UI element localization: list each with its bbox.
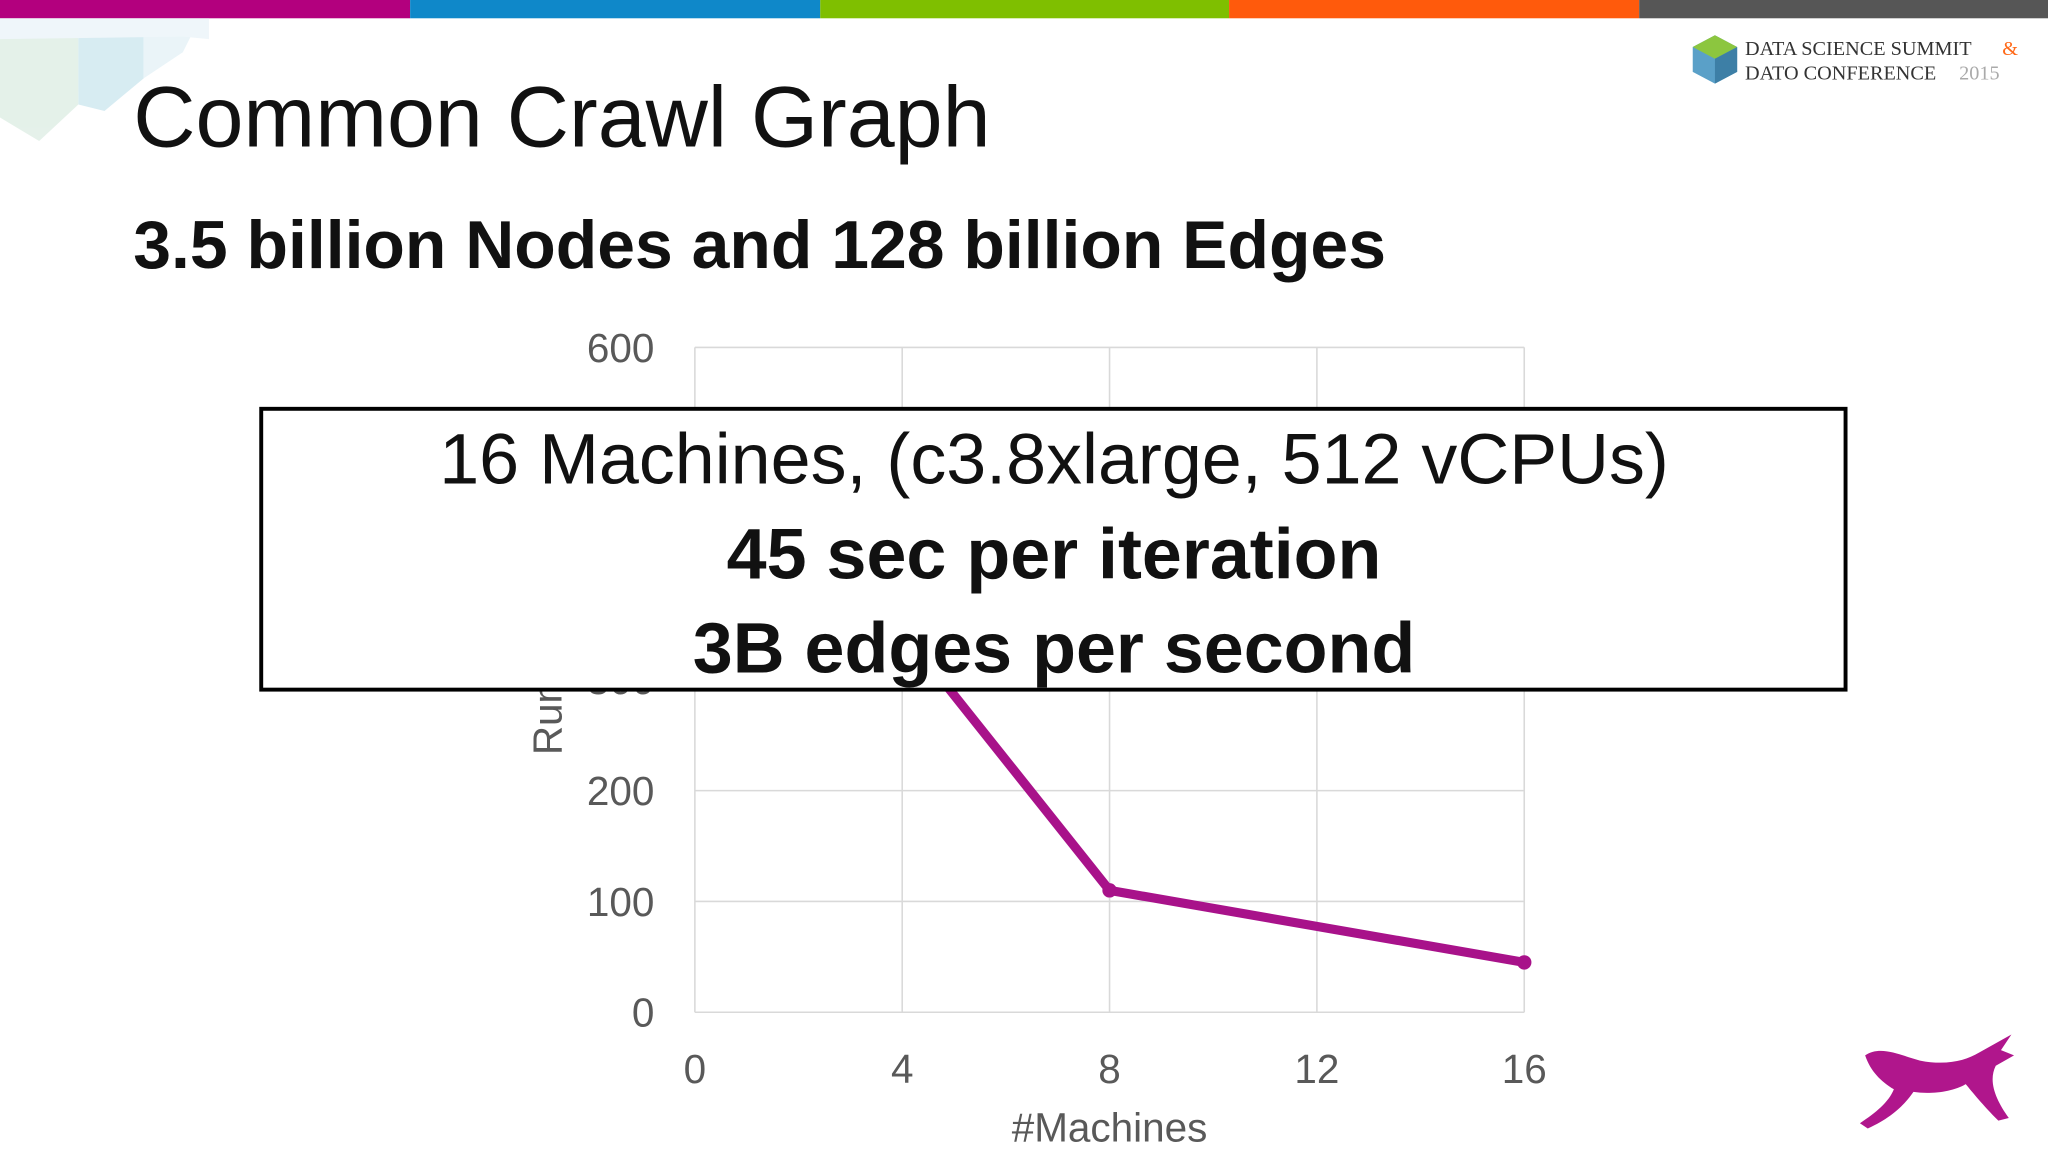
y-tick-label: 100 [587, 879, 655, 925]
x-tick-label: 12 [1294, 1046, 1339, 1092]
color-bar [1229, 0, 1640, 19]
logo-text: DATO CONFERENCE [1745, 63, 1936, 85]
data-point [1102, 883, 1117, 898]
color-bar [820, 0, 1230, 19]
y-tick-label: 200 [587, 768, 655, 814]
x-tick-label: 16 [1502, 1046, 1547, 1092]
slide-title: Common Crawl Graph [133, 69, 990, 165]
logo-text: DATA SCIENCE SUMMIT [1745, 38, 1972, 60]
color-bar [410, 0, 821, 19]
logo-cube-side [1714, 47, 1738, 84]
callout-line: 16 Machines, (c3.8xlarge, 512 vCPUs) [439, 419, 1669, 499]
x-tick-label: 0 [684, 1046, 707, 1092]
callout: 16 Machines, (c3.8xlarge, 512 vCPUs) 45 … [259, 406, 1848, 692]
color-bar [0, 0, 411, 19]
logo: DATA SCIENCE SUMMIT & DATO CONFERENCE 20… [1692, 35, 2018, 85]
callout-line: 3B edges per second [693, 609, 1416, 689]
y-tick-label: 0 [632, 990, 655, 1036]
color-bar [1639, 0, 2048, 19]
slide-subtitle: 3.5 billion Nodes and 128 billion Edges [133, 208, 1386, 283]
callout-line: 45 sec per iteration [727, 515, 1382, 595]
x-tick-label: 8 [1098, 1046, 1121, 1092]
data-point [1517, 955, 1532, 970]
callout-box [259, 406, 1848, 692]
y-tick-label: 600 [587, 325, 655, 371]
x-tick-label: 4 [891, 1046, 914, 1092]
logo-year: 2015 [1959, 63, 1999, 85]
decor-cubes [0, 18, 209, 142]
logo-amp: & [2002, 38, 2018, 60]
x-axis-label: #Machines [1012, 1105, 1208, 1151]
mascot [1859, 1034, 2015, 1129]
